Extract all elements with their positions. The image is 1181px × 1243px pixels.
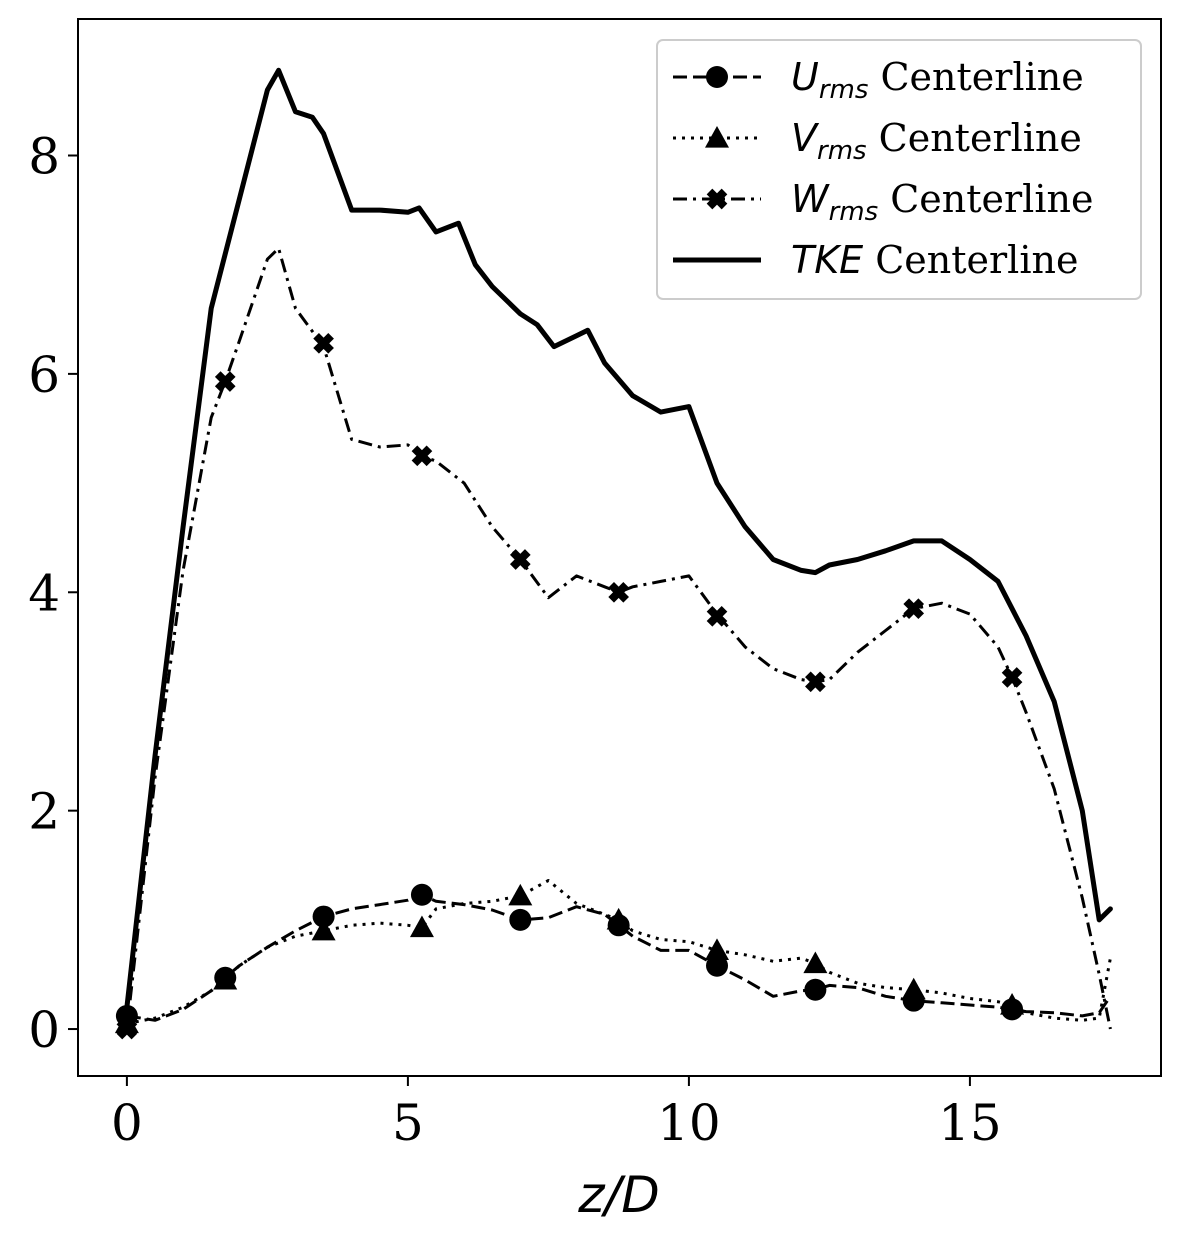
legend-marker-urms [706,66,728,88]
marker-vrms [1000,993,1025,1015]
marker-vrms [803,951,828,974]
legend-marker-vrms [705,126,729,148]
y-tick-label: 0 [28,1001,60,1059]
line-tke [124,67,1113,1010]
marker-vrms [409,915,434,938]
x-axis: 0 5 10 15 [111,1076,1002,1152]
legend-label-vrms: Vrms Centerline [791,116,1082,166]
legend-item-wrms: Wrms Centerline [673,177,1093,227]
marker-urms [410,883,433,906]
x-tick-label: 15 [938,1094,1002,1152]
x-axis-label: z/D [577,1166,660,1224]
marker-urms [706,954,729,977]
legend-label-tke: TKE Centerline [791,238,1078,282]
marker-wrms [411,445,433,467]
marker-vrms [213,967,238,990]
legend: Urms Centerline Vrms Centerline Wrms Cente… [656,39,1142,300]
legend-frame [656,39,1142,300]
y-tick-label: 8 [28,127,60,185]
marker-vrms [606,907,631,930]
legend-item-urms: Urms Centerline [673,55,1084,105]
marker-urms [804,978,827,1001]
legend-label-urms: Urms Centerline [791,55,1084,105]
y-tick-label: 2 [28,783,60,841]
series-vrms [114,879,1112,1034]
marker-urms [312,905,335,928]
y-tick-label: 6 [28,346,60,404]
legend-item-vrms: Vrms Centerline [673,116,1082,166]
marker-wrms [509,549,531,570]
marker-wrms [608,581,629,603]
legend-item-tke: TKE Centerline [673,238,1078,282]
marker-vrms [901,977,926,1000]
marker-wrms [903,598,925,619]
series-wrms [116,246,1112,1040]
marker-vrms [508,883,533,906]
x-tick-label: 10 [657,1094,721,1152]
y-axis: 0 2 4 6 8 [28,127,78,1059]
x-tick-label: 5 [392,1094,424,1152]
plot-frame [77,18,1162,1077]
series-layer [114,67,1113,1040]
marker-wrms [214,371,236,392]
x-tick-label: 0 [111,1094,143,1152]
marker-urms [509,908,532,931]
series-tke [124,67,1113,1010]
marker-vrms [311,918,336,941]
y-tick-label: 4 [28,564,60,622]
legend-marker-wrms [706,188,728,210]
legend-label-wrms: Wrms Centerline [791,177,1093,227]
marker-wrms [706,605,728,627]
marker-vrms [705,938,730,961]
marker-wrms [313,332,334,354]
marker-wrms [805,671,826,693]
marker-wrms [1001,667,1023,688]
marker-wrms [116,1018,138,1040]
